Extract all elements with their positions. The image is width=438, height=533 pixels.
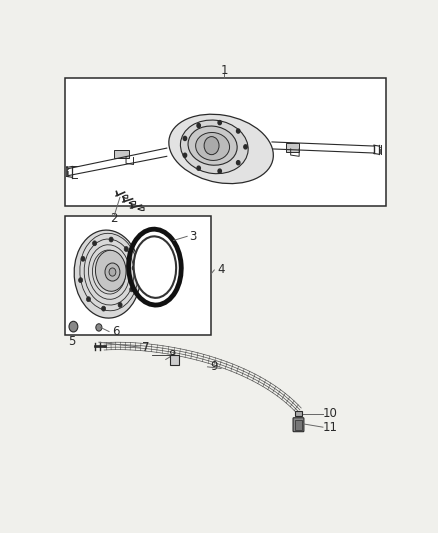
- Circle shape: [204, 136, 219, 155]
- Bar: [295, 411, 302, 416]
- FancyBboxPatch shape: [293, 418, 304, 432]
- Circle shape: [218, 169, 222, 173]
- Text: 6: 6: [112, 325, 120, 338]
- Circle shape: [197, 166, 200, 170]
- Text: 1: 1: [221, 63, 228, 77]
- Circle shape: [78, 278, 83, 282]
- Circle shape: [244, 145, 247, 149]
- Circle shape: [105, 263, 120, 281]
- Text: 10: 10: [323, 407, 338, 420]
- Circle shape: [197, 124, 200, 127]
- Circle shape: [109, 237, 113, 242]
- Circle shape: [81, 256, 85, 261]
- Circle shape: [130, 287, 134, 292]
- Text: 2: 2: [110, 212, 118, 225]
- Circle shape: [92, 241, 97, 246]
- Bar: [65, 216, 211, 335]
- Circle shape: [183, 136, 187, 141]
- FancyBboxPatch shape: [295, 420, 302, 430]
- Text: 5: 5: [68, 335, 75, 348]
- Text: 3: 3: [190, 230, 197, 243]
- Circle shape: [118, 302, 122, 308]
- Circle shape: [69, 321, 78, 332]
- Ellipse shape: [134, 236, 176, 298]
- Circle shape: [109, 268, 116, 276]
- Ellipse shape: [74, 230, 141, 318]
- Bar: [65, 78, 386, 206]
- Text: 11: 11: [323, 421, 338, 434]
- Text: 4: 4: [217, 263, 225, 277]
- Bar: [286, 143, 299, 152]
- FancyBboxPatch shape: [170, 356, 179, 365]
- Circle shape: [237, 129, 240, 133]
- Ellipse shape: [180, 120, 248, 174]
- Circle shape: [132, 265, 136, 270]
- Circle shape: [218, 120, 222, 125]
- Ellipse shape: [95, 251, 126, 292]
- Ellipse shape: [188, 126, 237, 165]
- Ellipse shape: [196, 133, 230, 160]
- Ellipse shape: [169, 114, 273, 183]
- Text: 7: 7: [142, 341, 149, 353]
- Text: 8: 8: [168, 349, 176, 362]
- Bar: [114, 150, 130, 158]
- Text: 9: 9: [210, 360, 217, 373]
- Circle shape: [102, 306, 106, 311]
- Circle shape: [96, 324, 102, 331]
- Circle shape: [183, 153, 187, 157]
- Circle shape: [86, 297, 91, 302]
- Circle shape: [237, 160, 240, 165]
- Circle shape: [124, 247, 128, 252]
